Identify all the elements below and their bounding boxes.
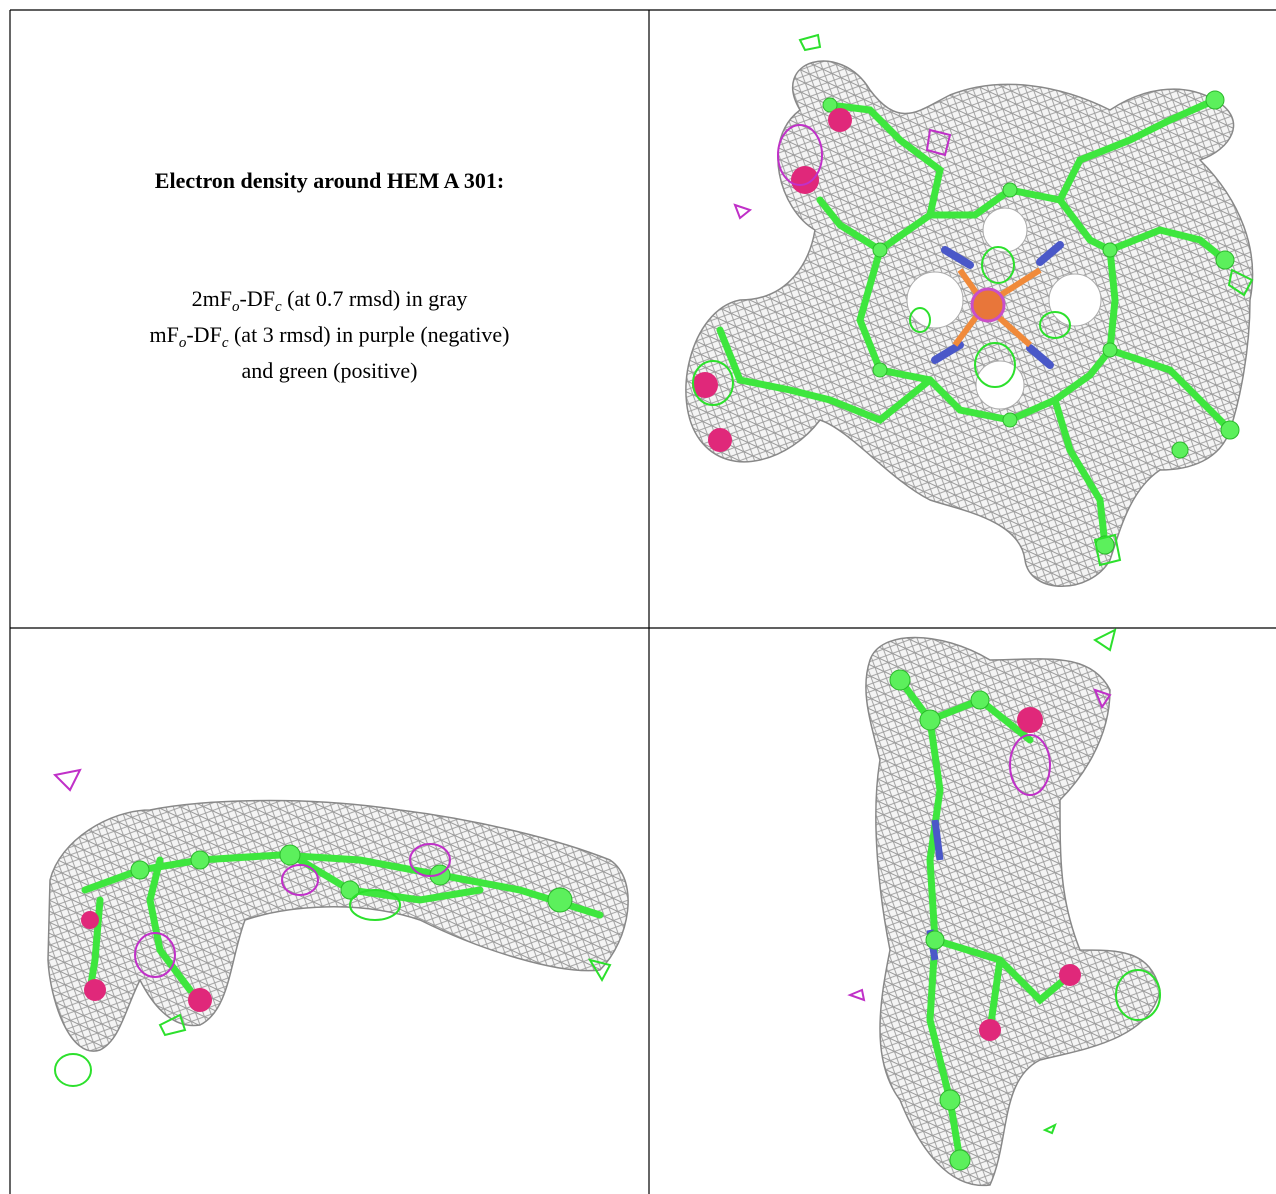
text: -DF (239, 286, 275, 311)
table-grid (9, 9, 1276, 1194)
text: 2mF (191, 286, 232, 311)
subscript: c (221, 335, 229, 351)
text: (at 3 rmsd) in purple (negative) (228, 322, 510, 347)
caption-line: mFo-DFc (at 3 rmsd) in purple (negative) (10, 322, 649, 352)
text: mF (149, 322, 179, 347)
subscript: o (178, 335, 187, 351)
density-view-edge (847, 628, 1161, 1187)
subscript: c (274, 299, 282, 315)
text: -DF (186, 322, 222, 347)
caption-line: and green (positive) (10, 358, 649, 384)
text: and green (positive) (241, 358, 418, 383)
density-view-front (685, 33, 1254, 587)
caption-line: 2mFo-DFc (at 0.7 rmsd) in gray (10, 286, 649, 316)
text: (at 0.7 rmsd) in gray (281, 286, 468, 311)
density-view-side (47, 768, 629, 1087)
subscript: o (232, 299, 240, 315)
caption-title: Electron density around HEM A 301: (154, 168, 505, 193)
